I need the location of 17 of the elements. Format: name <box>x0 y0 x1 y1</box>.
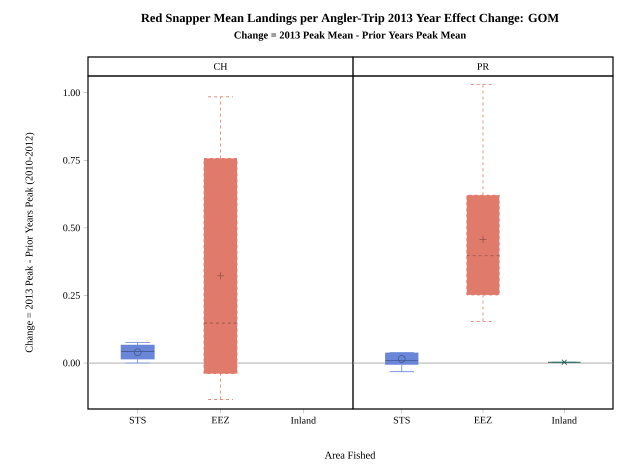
y-axis-title: Change = 2013 Peak - Prior Years Peak (2010-2012) <box>25 132 35 352</box>
text: CH <box>214 63 228 70</box>
x-tick-label: Inland <box>290 416 316 424</box>
y-tick-label: 0.50 <box>63 224 80 232</box>
y-tick-label: 0.75 <box>63 156 80 164</box>
text: PR <box>477 63 490 70</box>
x-axis-title: Area Fished <box>324 451 376 459</box>
x-tick-label: EEZ <box>212 416 230 424</box>
x-tick-label: Inland <box>552 416 577 424</box>
y-tick-label: 0.25 <box>63 292 80 299</box>
y-tick-label: 0.00 <box>63 360 80 366</box>
x-tick-label: STS <box>130 416 146 424</box>
chart-title: Red Snapper Mean Landings per Angler-Trip 2013 Year Effect Change: GOM <box>141 13 559 25</box>
chart-subtitle: Change = 2013 Peak Mean - Prior Years Peak Mean <box>234 31 466 41</box>
y-tick-label: 1.00 <box>64 89 80 96</box>
x-tick-label: EEZ <box>474 416 492 424</box>
x-tick-label: STS <box>394 416 410 424</box>
